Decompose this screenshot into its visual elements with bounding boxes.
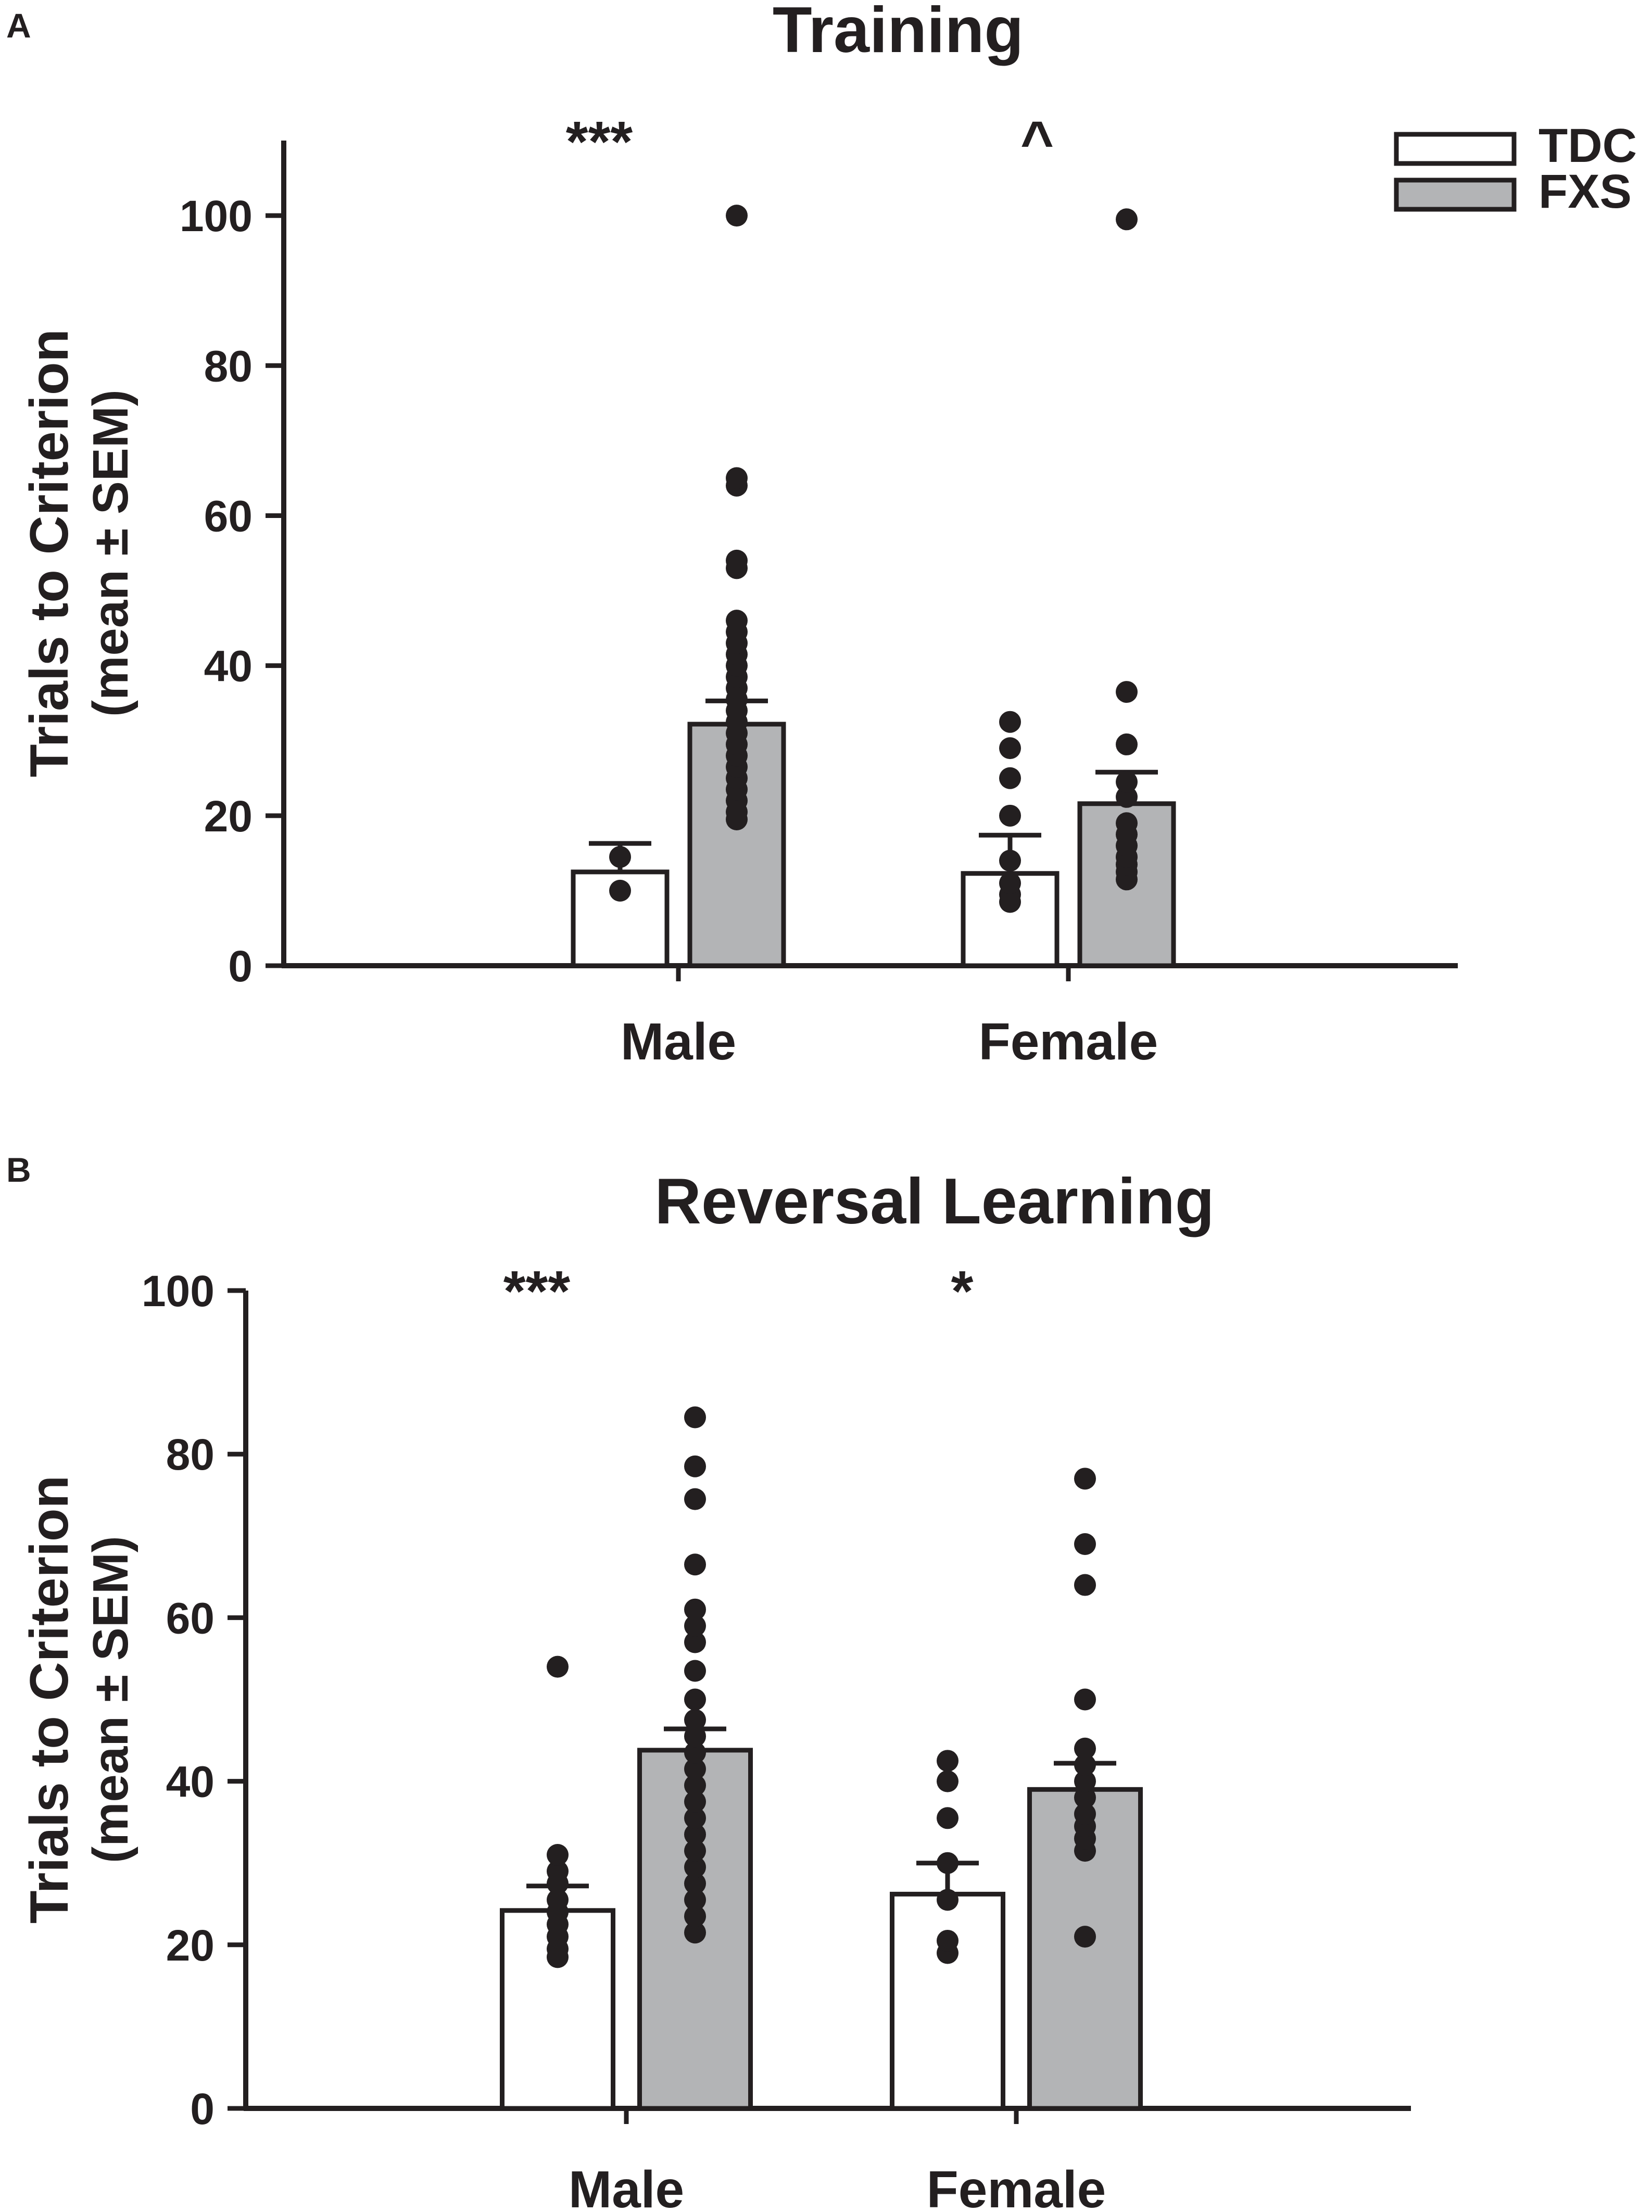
fxs-data-point [726,549,748,572]
tdc-data-point [609,879,631,902]
fxs-data-point [1074,1468,1096,1490]
fxs-data-point [1116,681,1138,703]
y-tick-label: 20 [204,792,253,841]
legend-swatch-tdc [1394,132,1517,166]
y-tick-label: 60 [166,1594,215,1642]
fxs-data-point [726,610,748,632]
fxs-data-point [684,1922,706,1944]
significance-marker: ^ [1020,110,1054,174]
tdc-data-point [999,872,1021,894]
fxs-data-point [684,1631,706,1653]
significance-marker: *** [566,110,633,174]
tdc-data-point [999,804,1021,827]
fxs-data-point [684,1709,706,1731]
panel-b-reversal-learning-chart: B Reversal Learning 0 20 40 60 80 100 Trials to … [6,1151,1411,2212]
tdc-data-point [937,1929,959,1952]
fxs-data-point [1074,1787,1096,1809]
panel-label: B [6,1151,31,1189]
y-tick-label: 80 [166,1430,215,1479]
fxs-data-point [684,1840,706,1862]
y-tick-label: 40 [166,1758,215,1806]
fxs-data-point [726,205,748,227]
tdc-data-point [999,850,1021,872]
fxs-data-point [684,1774,706,1797]
fxs-data-point [684,1856,706,1878]
category-label-female: Female [979,1013,1158,1071]
fxs-data-point [1074,1926,1096,1948]
y-tick-label: 100 [142,1267,215,1316]
y-axis-label-units: (mean ± SEM) [83,389,138,717]
fxs-data-point [1074,1754,1096,1776]
category-label-male: Male [569,2160,684,2212]
fxs-data-point [684,1660,706,1682]
fxs-data-point [1074,1688,1096,1711]
fxs-data-point [684,1905,706,1927]
tdc-data-point [999,767,1021,789]
tdc-data-point [937,1889,959,1911]
fxs-data-point [684,1615,706,1637]
fxs-data-point [1074,1533,1096,1556]
fxs-data-point [684,1688,706,1711]
significance-marker: * [951,1259,974,1323]
tdc-data-point [547,1843,569,1866]
fxs-data-point [684,1725,706,1748]
y-tick-label: 60 [204,491,253,540]
tdc-data-point [547,1860,569,1882]
fxs-data-point [684,1488,706,1510]
fxs-data-point [726,467,748,489]
fxs-data-point [684,1758,706,1780]
fxs-data-point [684,1406,706,1429]
tdc-data-point [937,1807,959,1829]
tdc-data-point [609,846,631,868]
fxs-data-point [1116,786,1138,808]
fxs-data-point [1116,770,1138,793]
fxs-data-point [684,1889,706,1911]
y-axis-label-units: (mean ± SEM) [83,1536,138,1863]
fxs-data-point [1074,1737,1096,1760]
fxs-data-point [684,1790,706,1813]
panel-a-training-chart: A Training 0 20 40 60 80 100 Trials to Criterion… [6,0,1458,1071]
tdc-data-point [999,711,1021,733]
legend-label-fxs: FXS [1538,165,1632,218]
fxs-data-point [684,1807,706,1829]
tdc-data-point [937,1770,959,1792]
y-axis-label: Trials to Criterion [19,1475,80,1924]
fxs-data-point [1074,1574,1096,1596]
category-label-male: Male [621,1013,736,1071]
y-tick-label: 100 [180,192,253,241]
significance-marker: *** [503,1259,571,1323]
fxs-data-point [684,1823,706,1846]
y-tick-label: 80 [204,342,253,390]
chart-title: Training [773,0,1024,66]
fxs-data-point [1074,1803,1096,1825]
category-label-female: Female [927,2160,1106,2212]
tdc-data-point [547,1889,569,1911]
chart-title: Reversal Learning [654,1166,1214,1237]
fxs-data-point [1116,812,1138,835]
fxs-data-point [684,1741,706,1764]
fxs-data-point [1116,208,1138,231]
y-axis-label: Trials to Criterion [19,329,80,777]
legend-swatch-fxs [1394,178,1517,212]
fxs-data-point [684,1553,706,1576]
fxs-data-point [684,1598,706,1621]
fxs-data-point [1074,1770,1096,1792]
tdc-bar-female [890,1891,1005,2111]
legend-label-tdc: TDC [1538,119,1637,172]
fxs-data-point [684,1455,706,1477]
y-tick-label: 20 [166,1921,215,1970]
y-tick-label: 0 [228,942,253,991]
tdc-data-point [999,737,1021,760]
panel-label: A [6,6,31,45]
tdc-data-point [547,1655,569,1678]
fxs-data-point [1116,733,1138,755]
y-tick-label: 40 [204,642,253,691]
fxs-data-point [684,1872,706,1894]
tdc-data-point [937,1852,959,1874]
tdc-data-point [937,1750,959,1772]
y-tick-label: 0 [190,2084,215,2133]
